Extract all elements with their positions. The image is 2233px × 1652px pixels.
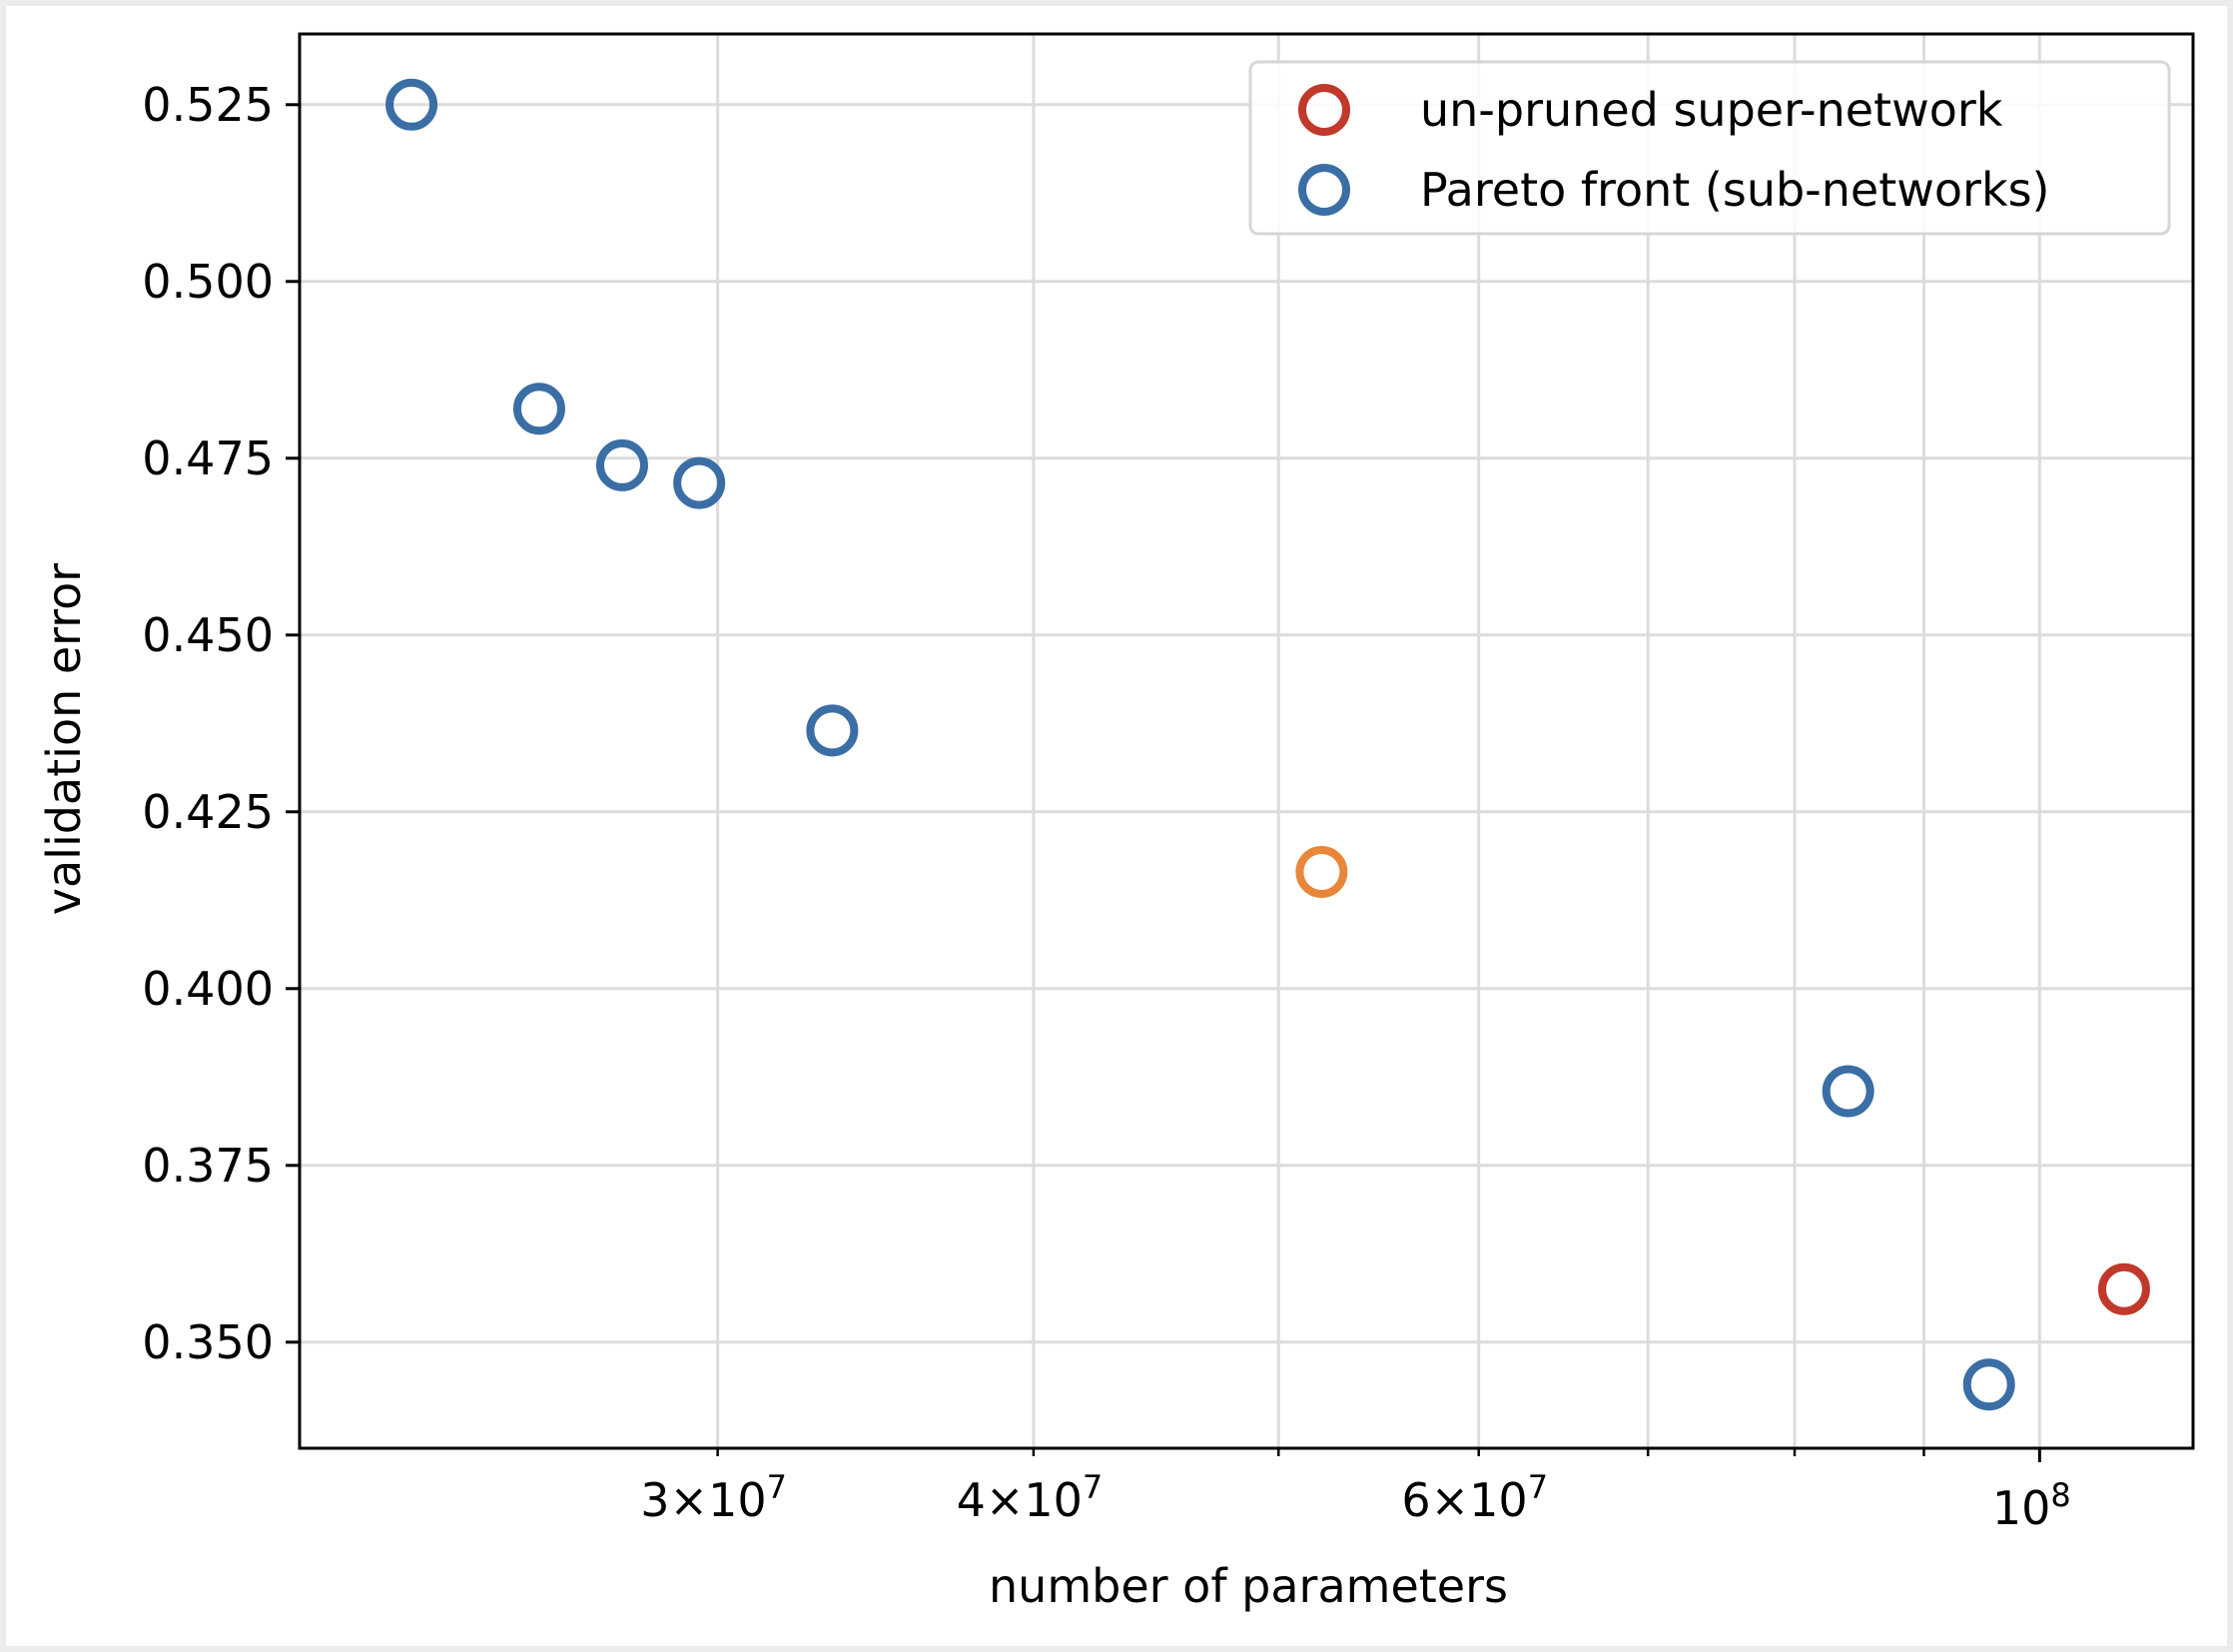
data-point xyxy=(385,78,438,131)
data-point xyxy=(673,456,726,509)
y-tick-label: 0.450 xyxy=(142,608,274,662)
grid xyxy=(300,34,2193,1448)
y-tick-label: 0.350 xyxy=(142,1315,274,1369)
y-axis-label: validation error xyxy=(37,563,91,916)
legend-marker xyxy=(1298,164,1350,216)
legend-entry-label: Pareto front (sub-networks) xyxy=(1420,163,2050,217)
x-axis-label: number of parameters xyxy=(989,1559,1508,1613)
x-tick-label: 3×107 xyxy=(640,1468,787,1527)
legend-box xyxy=(1248,60,2171,236)
data-point xyxy=(2097,1262,2150,1315)
plot-frame xyxy=(298,32,2195,1450)
data-points xyxy=(385,78,2150,1411)
y-tick-label: 0.375 xyxy=(142,1139,274,1193)
y-tick-label: 0.525 xyxy=(142,78,274,132)
y-tick-label: 0.475 xyxy=(142,431,274,485)
data-point xyxy=(1295,845,1348,898)
x-tick-label: 4×107 xyxy=(957,1468,1104,1527)
data-point xyxy=(1822,1065,1874,1118)
legend-entry-label: un-pruned super-network xyxy=(1420,83,2003,137)
x-tick-label: 6×107 xyxy=(1401,1468,1548,1527)
data-point xyxy=(806,704,859,757)
legend: un-pruned super-network Pareto front (sub… xyxy=(1248,60,2171,236)
data-point xyxy=(512,383,565,435)
data-point xyxy=(595,438,648,491)
axes: 0.350 0.375 0.400 0.425 0.450 0.475 0.500 0.525… xyxy=(142,32,2195,1535)
y-tick-label: 0.500 xyxy=(142,255,274,309)
data-point xyxy=(1962,1358,2015,1411)
y-tick-label: 0.425 xyxy=(142,785,274,839)
y-tick-label: 0.400 xyxy=(142,962,274,1016)
x-tick-label: 108 xyxy=(1992,1476,2071,1535)
legend-marker xyxy=(1298,84,1350,136)
